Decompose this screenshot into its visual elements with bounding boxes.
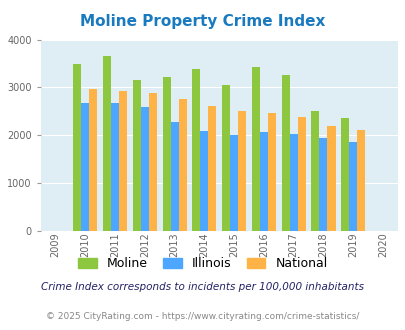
- Bar: [348, 142, 356, 231]
- Bar: [73, 63, 81, 231]
- Bar: [327, 126, 335, 231]
- Legend: Moline, Illinois, National: Moline, Illinois, National: [73, 252, 332, 275]
- Bar: [170, 122, 178, 231]
- Bar: [132, 80, 141, 231]
- Bar: [178, 99, 186, 231]
- Bar: [119, 91, 127, 231]
- Bar: [267, 113, 275, 231]
- Text: Moline Property Crime Index: Moline Property Crime Index: [80, 14, 325, 29]
- Bar: [103, 56, 111, 231]
- Bar: [281, 75, 289, 231]
- Bar: [356, 130, 364, 231]
- Bar: [251, 67, 259, 231]
- Bar: [89, 89, 97, 231]
- Bar: [319, 138, 327, 231]
- Bar: [141, 107, 149, 231]
- Bar: [111, 103, 119, 231]
- Bar: [162, 77, 170, 231]
- Bar: [222, 85, 230, 231]
- Bar: [149, 93, 156, 231]
- Bar: [238, 111, 245, 231]
- Bar: [208, 106, 216, 231]
- Bar: [259, 132, 267, 231]
- Bar: [340, 117, 348, 231]
- Text: Crime Index corresponds to incidents per 100,000 inhabitants: Crime Index corresponds to incidents per…: [41, 282, 364, 292]
- Bar: [230, 135, 238, 231]
- Bar: [289, 134, 297, 231]
- Text: © 2025 CityRating.com - https://www.cityrating.com/crime-statistics/: © 2025 CityRating.com - https://www.city…: [46, 312, 359, 321]
- Bar: [297, 116, 305, 231]
- Bar: [200, 131, 208, 231]
- Bar: [311, 112, 319, 231]
- Bar: [192, 69, 200, 231]
- Bar: [81, 103, 89, 231]
